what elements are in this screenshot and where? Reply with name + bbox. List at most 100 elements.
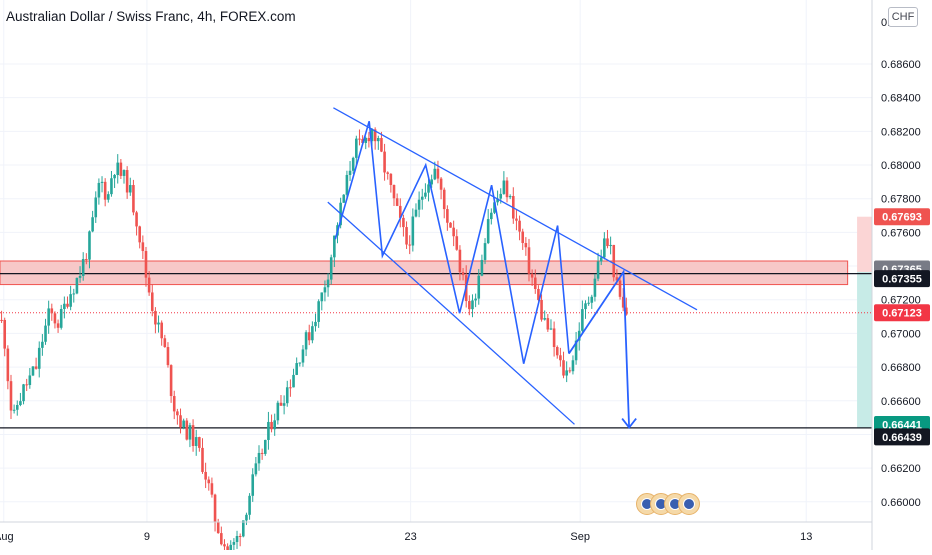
- candle-body: [368, 138, 371, 141]
- candle-body: [185, 421, 188, 440]
- candle-body: [619, 280, 622, 296]
- candle-body: [358, 139, 361, 140]
- candle-body: [207, 480, 210, 484]
- candle-body: [19, 401, 22, 405]
- candle-body: [35, 366, 38, 368]
- candle-body: [355, 139, 358, 158]
- candle-body: [418, 200, 421, 210]
- candle-body: [377, 138, 380, 141]
- candle-body: [594, 279, 597, 297]
- candle-body: [443, 190, 446, 209]
- y-tick-label: 0.68400: [881, 93, 921, 105]
- candle-body: [590, 297, 593, 303]
- candle-body: [314, 322, 317, 326]
- candle-body: [110, 178, 113, 194]
- event-flag-icon[interactable]: [678, 493, 700, 515]
- economic-events[interactable]: [636, 493, 706, 517]
- candle-body: [16, 405, 19, 410]
- candle-body: [468, 301, 471, 309]
- candle-body: [113, 175, 116, 178]
- candle-body: [107, 194, 110, 200]
- candle-body: [173, 396, 176, 411]
- candle-body: [0, 320, 3, 321]
- price-label-text: 0.67355: [882, 274, 922, 286]
- candle-body: [47, 308, 50, 325]
- candle-body: [455, 236, 458, 249]
- candle-body: [179, 415, 182, 427]
- candle-body: [421, 197, 424, 200]
- candle-body: [471, 300, 474, 309]
- candle-body: [13, 410, 16, 411]
- candle-body: [54, 313, 57, 323]
- sr-zone[interactable]: [0, 261, 848, 285]
- candle-body: [499, 194, 502, 199]
- candle-body: [317, 301, 320, 322]
- candle-body: [88, 231, 91, 259]
- candle-body: [283, 403, 286, 406]
- candle-body: [308, 332, 311, 340]
- x-tick-label: Aug: [0, 531, 14, 543]
- candle-body: [25, 384, 28, 385]
- candle-body: [553, 328, 556, 347]
- candle-body: [10, 381, 13, 410]
- candle-body: [138, 226, 141, 242]
- candle-body: [311, 326, 314, 340]
- candle-body: [94, 198, 97, 218]
- candle-body: [509, 196, 512, 197]
- candle-body: [587, 303, 590, 304]
- y-tick-label: 0.66600: [881, 396, 921, 408]
- candle-body: [79, 276, 82, 278]
- candle-body: [229, 545, 232, 550]
- candle-body: [273, 420, 276, 429]
- candle-body: [408, 245, 411, 246]
- x-tick-label: 9: [144, 531, 150, 543]
- candle-body: [581, 309, 584, 331]
- candle-body: [255, 463, 258, 474]
- candle-body: [528, 247, 531, 273]
- candle-body: [556, 347, 559, 355]
- candle-body: [41, 342, 44, 348]
- candle-body: [132, 185, 135, 212]
- candle-body: [91, 217, 94, 231]
- candle-body: [226, 546, 229, 550]
- candle-body: [289, 387, 292, 388]
- candle-body: [612, 245, 615, 277]
- candle-body: [462, 272, 465, 275]
- candle-body: [452, 228, 455, 237]
- y-tick-label: 0.66200: [881, 463, 921, 475]
- candle-body: [481, 260, 484, 276]
- candle-body: [531, 274, 534, 278]
- candle-body: [167, 347, 170, 365]
- candle-body: [236, 536, 239, 542]
- candle-body: [449, 223, 452, 228]
- candle-body: [380, 138, 383, 152]
- candle-body: [540, 300, 543, 320]
- candle-body: [38, 348, 41, 369]
- x-tick-label: 13: [800, 531, 812, 543]
- candle-body: [7, 349, 10, 382]
- candle-body: [424, 193, 427, 197]
- candle-body: [201, 448, 204, 472]
- candle-body: [295, 363, 298, 375]
- price-label-text: 0.67693: [882, 212, 922, 224]
- candle-body: [405, 227, 408, 244]
- candle-body: [562, 360, 565, 375]
- candle-body: [346, 175, 349, 195]
- candle-body: [72, 293, 75, 294]
- y-tick-label: 0.66000: [881, 497, 921, 509]
- candle-body: [57, 323, 60, 327]
- candle-body: [393, 185, 396, 198]
- candle-body: [383, 152, 386, 173]
- candle-body: [116, 163, 119, 175]
- candle-body: [182, 421, 185, 428]
- candle-body: [515, 219, 518, 221]
- currency-button[interactable]: CHF: [888, 7, 918, 27]
- candle-body: [305, 332, 308, 349]
- candle-body: [248, 496, 251, 515]
- candle-body: [223, 544, 226, 546]
- x-tick-label: Sep: [570, 531, 590, 543]
- candle-body: [402, 218, 405, 227]
- candle-body: [484, 243, 487, 260]
